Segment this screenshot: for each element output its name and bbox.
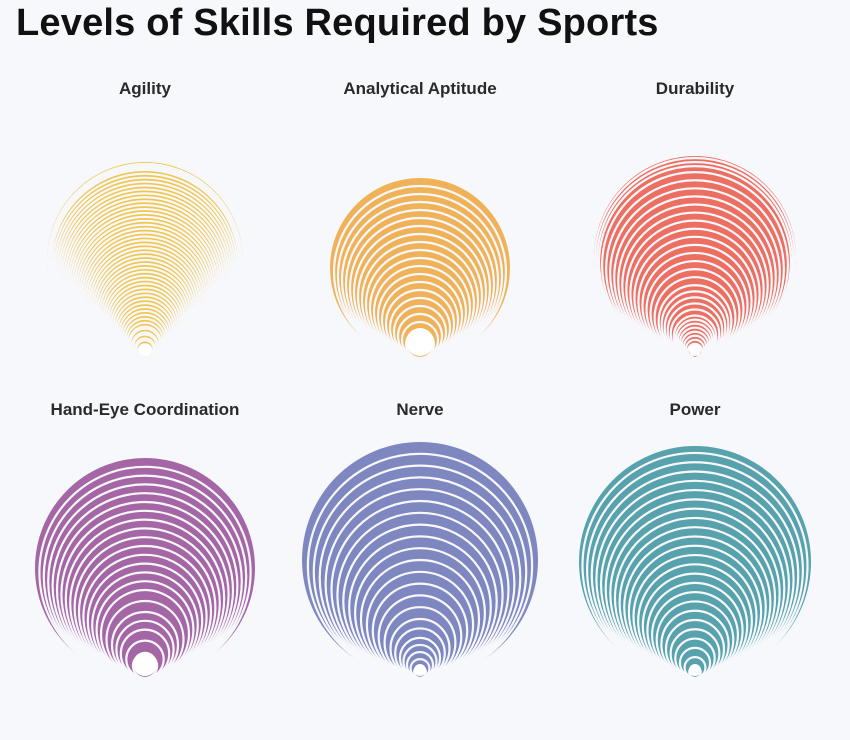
inner-hole	[139, 344, 151, 356]
panel-title: Power	[669, 400, 721, 419]
inner-hole	[689, 344, 701, 356]
panel-5	[579, 446, 811, 680]
panel-3	[35, 458, 255, 680]
panel-0	[46, 162, 244, 360]
panel-title: Agility	[119, 79, 171, 98]
panel-1	[330, 178, 510, 360]
inner-hole	[414, 664, 426, 676]
panel-4	[302, 442, 538, 680]
panel-title: Nerve	[396, 400, 444, 419]
inner-hole	[406, 328, 434, 356]
inner-hole	[132, 651, 158, 677]
panel-2	[593, 156, 797, 360]
page-title: Levels of Skills Required by Sports	[16, 2, 659, 44]
panel-title: Durability	[655, 79, 735, 98]
circle-mark	[142, 354, 148, 360]
panel-title: Analytical Aptitude	[343, 79, 497, 98]
panel-title: Hand-Eye Coordination	[50, 400, 240, 419]
inner-hole	[689, 664, 701, 676]
